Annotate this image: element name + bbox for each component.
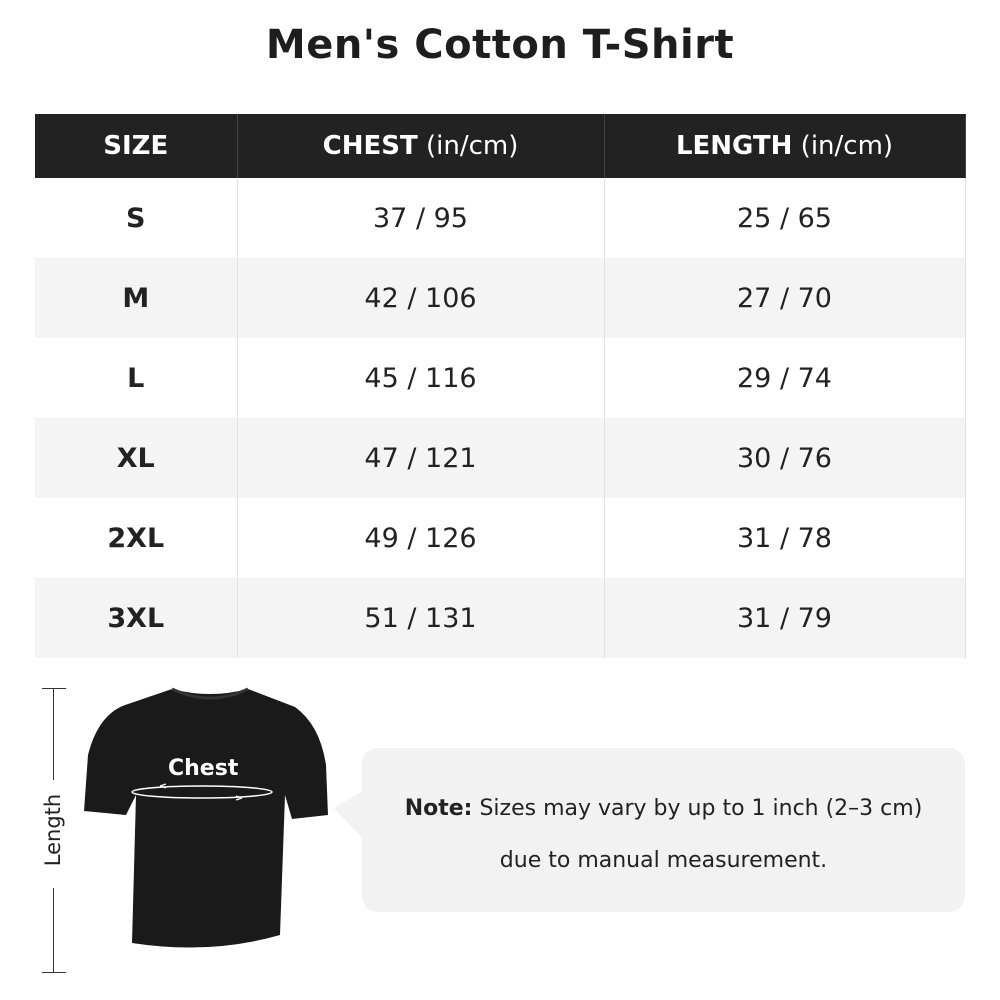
header-size: SIZE [35, 114, 238, 178]
chest-cell: 51 / 131 [237, 578, 605, 658]
note-bubble: Note: Sizes may vary by up to 1 inch (2–… [362, 748, 965, 912]
header-length: LENGTH (in/cm) [604, 114, 966, 178]
length-cell: 30 / 76 [604, 418, 966, 498]
size-chart-table: SIZE CHEST (in/cm) LENGTH (in/cm) S 37 / … [35, 114, 966, 658]
note-line-2: due to manual measurement. [499, 848, 828, 873]
note-label: Note: [404, 796, 473, 821]
length-cell: 27 / 70 [604, 258, 966, 338]
chest-cell: 42 / 106 [237, 258, 605, 338]
note-text: Sizes may vary by up to 1 inch (2–3 cm) [472, 796, 923, 821]
size-cell: S [35, 178, 238, 258]
header-chest: CHEST (in/cm) [237, 114, 605, 178]
chest-measure-icon [131, 785, 273, 799]
length-cell: 29 / 74 [604, 338, 966, 418]
table-row: 2XL 49 / 126 31 / 78 [35, 498, 966, 578]
note-line-1: Note: Sizes may vary by up to 1 inch (2–… [362, 796, 965, 821]
length-ruler-top [53, 688, 54, 780]
table-header: SIZE CHEST (in/cm) LENGTH (in/cm) [35, 114, 966, 178]
chest-cell: 37 / 95 [237, 178, 605, 258]
header-unit: (in/cm) [792, 131, 894, 161]
chest-cell: 45 / 116 [237, 338, 605, 418]
size-cell: XL [35, 418, 238, 498]
header-unit: (in/cm) [417, 131, 519, 161]
ruler-bottom-tick [42, 972, 66, 973]
table-row: L 45 / 116 29 / 74 [35, 338, 966, 418]
note-bubble-tail [334, 790, 364, 840]
size-cell: 3XL [35, 578, 238, 658]
tshirt-image [84, 687, 328, 948]
table-row: M 42 / 106 27 / 70 [35, 258, 966, 338]
size-cell: M [35, 258, 238, 338]
ruler-top-tick [42, 688, 66, 689]
length-ruler-bottom [53, 888, 54, 972]
table-row: 3XL 51 / 131 31 / 79 [35, 578, 966, 658]
length-cell: 25 / 65 [604, 178, 966, 258]
chest-label: Chest [168, 756, 239, 781]
table-row: S 37 / 95 25 / 65 [35, 178, 966, 258]
header-label: SIZE [103, 131, 169, 161]
table-row: XL 47 / 121 30 / 76 [35, 418, 966, 498]
length-label: Length [41, 793, 65, 867]
header-label: CHEST [322, 131, 418, 161]
chest-cell: 49 / 126 [237, 498, 605, 578]
page-title: Men's Cotton T-Shirt [265, 22, 735, 68]
header-label: LENGTH [675, 131, 793, 161]
chest-cell: 47 / 121 [237, 418, 605, 498]
size-cell: 2XL [35, 498, 238, 578]
length-cell: 31 / 79 [604, 578, 966, 658]
length-cell: 31 / 78 [604, 498, 966, 578]
size-cell: L [35, 338, 238, 418]
